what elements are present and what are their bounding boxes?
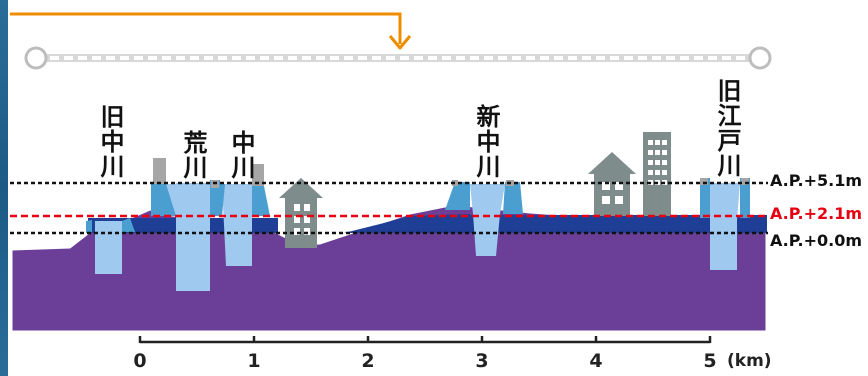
channel-kyu-edogawa <box>700 178 750 270</box>
distance-axis <box>138 336 712 344</box>
river-label-shin-nakagawa: 新中川 <box>472 104 500 179</box>
building-icon <box>643 132 671 216</box>
level-label-ap-5-1: A.P.+5.1m <box>770 171 863 190</box>
axis-tick-label: 1 <box>247 350 261 372</box>
river-label-kyu-nakagawa: 旧中川 <box>96 104 124 179</box>
axis-tick-label: 3 <box>475 350 489 372</box>
house-icon <box>279 178 323 248</box>
river-label-nakagawa: 中川 <box>227 130 255 180</box>
axis-tick-label: 0 <box>133 350 147 372</box>
level-label-ap-0-0: A.P.+0.0m <box>770 231 863 250</box>
channel-kyu-nakagawa <box>86 218 135 274</box>
section-end-circle <box>748 46 772 70</box>
section-start-circle <box>24 46 48 70</box>
level-label-ap-2-1: A.P.+2.1m <box>770 204 863 223</box>
river-label-kyu-edogawa: 旧江戸川 <box>713 78 741 178</box>
section-line <box>24 46 772 70</box>
axis-tick-label: 2 <box>361 350 375 372</box>
pointer-connector <box>10 12 412 50</box>
channel-arakawa <box>151 158 220 291</box>
axis-unit-label: (km) <box>727 351 772 371</box>
axis-tick-label: 4 <box>589 350 603 372</box>
axis-tick-label: 5 <box>703 350 717 372</box>
left-edge-strip <box>0 0 8 376</box>
river-label-arakawa: 荒川 <box>179 130 207 180</box>
channel-nakagawa <box>220 164 270 266</box>
